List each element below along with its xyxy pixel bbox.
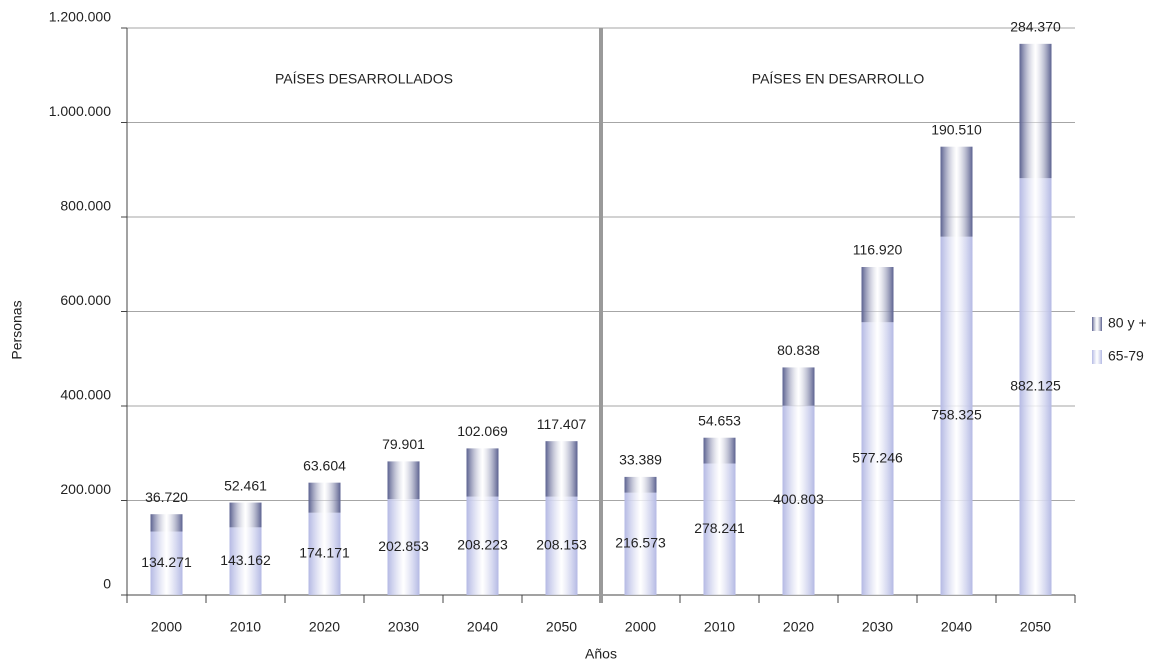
y-tick-label: 800.000 xyxy=(60,198,111,214)
x-tick-label: 2030 xyxy=(862,619,893,635)
bar-segment xyxy=(624,492,657,595)
value-label: 117.407 xyxy=(537,416,587,432)
y-axis-label: Personas xyxy=(9,300,25,359)
x-tick-label: 2040 xyxy=(941,619,972,635)
value-label: 284.370 xyxy=(1010,19,1061,35)
value-label: 79.901 xyxy=(382,436,425,452)
value-label: 882.125 xyxy=(1010,377,1061,393)
y-tick-label: 600.000 xyxy=(60,292,111,308)
x-tick-label: 2020 xyxy=(309,619,340,635)
bar-segment xyxy=(150,531,183,595)
value-label: 208.153 xyxy=(536,537,587,553)
y-tick-label: 1.200.000 xyxy=(49,9,111,25)
x-axis-label: Años xyxy=(585,646,617,662)
bar-segment xyxy=(703,463,736,595)
legend-label: 80 y + xyxy=(1108,315,1147,331)
bar-segment xyxy=(229,502,262,528)
x-tick-label: 2010 xyxy=(230,619,261,635)
y-tick-label: 400.000 xyxy=(60,387,111,403)
x-tick-label: 2000 xyxy=(151,619,182,635)
x-tick-label: 2050 xyxy=(546,619,577,635)
value-label: 577.246 xyxy=(852,449,903,465)
annotation: PAÍSES EN DESARROLLO xyxy=(752,71,925,87)
value-label: 102.069 xyxy=(457,423,508,439)
value-label: 758.325 xyxy=(931,407,982,423)
bar-segment xyxy=(782,405,815,595)
bar-segment xyxy=(1019,43,1052,179)
bar-segment xyxy=(387,499,420,595)
bar-segment xyxy=(861,267,894,323)
value-label: 33.389 xyxy=(619,452,662,468)
value-label: 278.241 xyxy=(694,520,745,536)
y-tick-label: 200.000 xyxy=(60,481,111,497)
bar-segment xyxy=(545,441,578,497)
x-tick-label: 2050 xyxy=(1020,619,1051,635)
legend-swatch xyxy=(1092,350,1102,364)
value-label: 54.653 xyxy=(698,412,741,428)
value-label: 63.604 xyxy=(303,457,346,473)
value-label: 190.510 xyxy=(931,121,982,137)
value-label: 202.853 xyxy=(378,538,429,554)
value-label: 216.573 xyxy=(615,535,666,551)
value-label: 134.271 xyxy=(141,554,192,570)
legend-label: 65-79 xyxy=(1108,348,1144,364)
bar-segment xyxy=(229,527,262,595)
x-tick-label: 2020 xyxy=(783,619,814,635)
bar-segment xyxy=(1019,178,1052,596)
value-label: 80.838 xyxy=(777,342,820,358)
annotation: PAÍSES DESARROLLADOS xyxy=(275,71,453,87)
bar-segment xyxy=(466,496,499,595)
x-tick-label: 2040 xyxy=(467,619,498,635)
bar-segment xyxy=(782,367,815,406)
bar-segment xyxy=(466,448,499,497)
value-label: 52.461 xyxy=(224,477,267,493)
x-tick-label: 2030 xyxy=(388,619,419,635)
legend-swatch xyxy=(1092,317,1102,331)
value-label: 36.720 xyxy=(145,489,188,505)
bar-segment xyxy=(940,236,973,595)
bar-segment xyxy=(150,514,183,532)
bar-segment xyxy=(387,461,420,500)
bar-segment xyxy=(624,476,657,493)
x-tick-label: 2010 xyxy=(704,619,735,635)
bar-segment xyxy=(940,146,973,237)
value-label: 143.162 xyxy=(220,552,271,568)
value-label: 174.171 xyxy=(299,545,350,561)
bar-segment xyxy=(545,496,578,595)
y-tick-label: 1.000.000 xyxy=(49,103,111,119)
bar-segment xyxy=(308,482,341,513)
y-tick-label: 0 xyxy=(103,576,111,592)
bar-segment xyxy=(308,512,341,595)
value-label: 208.223 xyxy=(457,537,508,553)
bar-segment xyxy=(861,322,894,595)
bar-segment xyxy=(703,437,736,464)
value-label: 400.803 xyxy=(773,491,824,507)
x-tick-label: 2000 xyxy=(625,619,656,635)
value-label: 116.920 xyxy=(853,242,903,258)
